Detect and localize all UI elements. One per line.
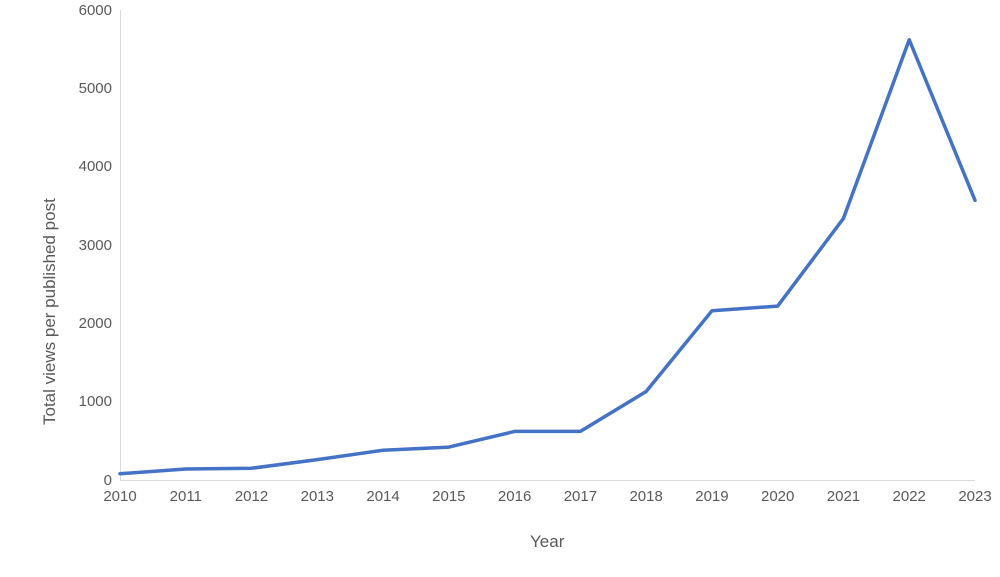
x-axis-line bbox=[120, 480, 975, 481]
x-axis-title: Year bbox=[530, 532, 564, 552]
x-tick-label: 2010 bbox=[103, 488, 136, 505]
y-tick-label: 5000 bbox=[62, 80, 112, 97]
y-tick-label: 0 bbox=[62, 472, 112, 489]
x-tick-label: 2011 bbox=[170, 488, 202, 505]
x-tick-label: 2015 bbox=[432, 488, 465, 505]
y-tick-label: 6000 bbox=[62, 2, 112, 19]
x-tick-label: 2021 bbox=[827, 488, 860, 505]
line-chart: Total views per published post Year 0 100… bbox=[0, 0, 1000, 577]
y-axis-title: Total views per published post bbox=[40, 198, 60, 425]
line-series bbox=[120, 10, 975, 480]
plot-area bbox=[120, 10, 975, 480]
x-tick-label: 2023 bbox=[958, 488, 991, 505]
x-tick-label: 2014 bbox=[366, 488, 399, 505]
series-polyline bbox=[120, 40, 975, 474]
x-tick-label: 2018 bbox=[629, 488, 662, 505]
x-tick-label: 2022 bbox=[893, 488, 926, 505]
x-tick-label: 2013 bbox=[301, 488, 334, 505]
x-tick-label: 2019 bbox=[695, 488, 728, 505]
x-tick-label: 2017 bbox=[564, 488, 597, 505]
x-tick-label: 2016 bbox=[498, 488, 531, 505]
x-tick-label: 2012 bbox=[235, 488, 268, 505]
y-tick-label: 3000 bbox=[62, 237, 112, 254]
y-tick-label: 1000 bbox=[62, 393, 112, 410]
y-tick-label: 4000 bbox=[62, 158, 112, 175]
y-tick-label: 2000 bbox=[62, 315, 112, 332]
x-tick-label: 2020 bbox=[761, 488, 794, 505]
